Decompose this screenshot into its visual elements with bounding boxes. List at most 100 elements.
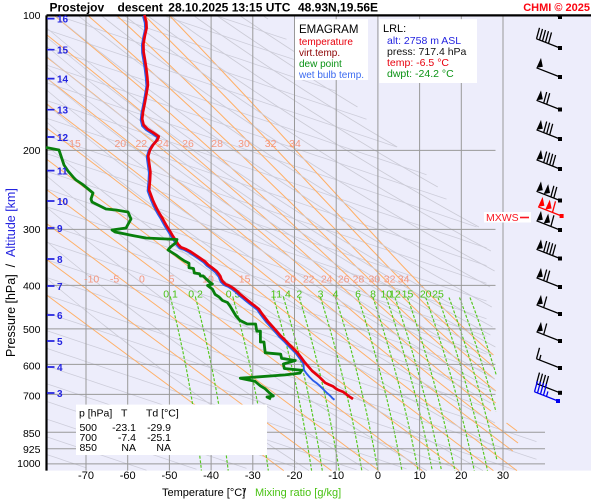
svg-text:26: 26: [182, 138, 194, 150]
svg-text:22: 22: [135, 138, 147, 150]
svg-text:14: 14: [57, 74, 69, 85]
svg-text:temperature: temperature: [299, 37, 353, 48]
svg-text:8: 8: [57, 255, 63, 266]
svg-text:MXWS: MXWS: [486, 212, 519, 224]
svg-text:5: 5: [57, 337, 63, 348]
svg-text:400: 400: [23, 280, 41, 292]
svg-text:500: 500: [79, 422, 97, 434]
svg-text:30: 30: [368, 274, 380, 286]
svg-text:-30: -30: [245, 470, 261, 482]
svg-text:30: 30: [238, 138, 250, 150]
svg-text:CHMI © 2025: CHMI © 2025: [523, 2, 590, 14]
svg-text:p [hPa]: p [hPa]: [79, 408, 112, 420]
svg-text:200: 200: [23, 145, 41, 157]
svg-text:20: 20: [455, 470, 467, 482]
svg-text:3: 3: [57, 389, 63, 400]
svg-text:500: 500: [23, 324, 41, 336]
svg-text:700: 700: [79, 432, 97, 444]
svg-text:15: 15: [69, 138, 81, 150]
svg-text:9: 9: [57, 224, 63, 235]
svg-text:8: 8: [370, 289, 376, 301]
svg-text:850: 850: [79, 442, 97, 454]
svg-text:700: 700: [23, 390, 41, 402]
svg-text:1: 1: [271, 289, 277, 301]
svg-text:/: /: [243, 487, 247, 499]
svg-text:dwpt: -24.2 °C: dwpt: -24.2 °C: [387, 68, 454, 80]
svg-text:925: 925: [23, 444, 41, 456]
svg-text:28.10.2025 13:15 UTC: 28.10.2025 13:15 UTC: [168, 1, 290, 15]
svg-text:-25.1: -25.1: [147, 432, 171, 444]
svg-text:100: 100: [23, 10, 41, 22]
svg-text:Td [°C]: Td [°C]: [146, 408, 179, 420]
svg-text:-29.9: -29.9: [147, 422, 171, 434]
svg-text:10: 10: [380, 289, 392, 301]
svg-text:850: 850: [23, 428, 41, 440]
svg-text:6: 6: [57, 311, 63, 322]
svg-text:descent: descent: [118, 1, 163, 15]
svg-text:22: 22: [303, 274, 315, 286]
svg-text:12: 12: [389, 289, 401, 301]
svg-text:15: 15: [402, 289, 414, 301]
svg-text:28: 28: [353, 274, 365, 286]
svg-text:-40: -40: [203, 470, 219, 482]
svg-text:EMAGRAM: EMAGRAM: [299, 24, 358, 36]
svg-text:10: 10: [413, 470, 425, 482]
svg-text:-50: -50: [161, 470, 177, 482]
svg-text:Temperature [°C]: Temperature [°C]: [162, 487, 245, 499]
svg-text:24: 24: [321, 274, 333, 286]
svg-text:0: 0: [375, 470, 381, 482]
svg-text:-5: -5: [110, 274, 119, 286]
svg-text:4: 4: [333, 289, 339, 301]
svg-text:4: 4: [57, 363, 63, 374]
svg-text:13: 13: [57, 106, 69, 117]
svg-text:Prostejov: Prostejov: [50, 1, 105, 15]
svg-text:NA: NA: [121, 442, 136, 454]
svg-text:600: 600: [23, 360, 41, 372]
svg-text:12: 12: [57, 133, 69, 144]
svg-text:-60: -60: [120, 470, 136, 482]
svg-text:-23.1: -23.1: [112, 422, 136, 434]
svg-text:300: 300: [23, 224, 41, 236]
svg-text:7: 7: [57, 282, 63, 293]
svg-text:20: 20: [284, 274, 296, 286]
svg-text:alt: 2758 m ASL: alt: 2758 m ASL: [387, 35, 461, 47]
svg-text:-10: -10: [328, 470, 344, 482]
svg-text:48.93N,19.56E: 48.93N,19.56E: [298, 1, 378, 15]
svg-text:2: 2: [296, 289, 302, 301]
svg-text:1.4: 1.4: [276, 289, 291, 301]
svg-text:10: 10: [57, 197, 69, 208]
svg-text:-70: -70: [78, 470, 94, 482]
svg-text:6: 6: [355, 289, 361, 301]
svg-text:press: 717.4 hPa: press: 717.4 hPa: [387, 46, 467, 58]
svg-text:34: 34: [398, 274, 410, 286]
svg-text:0.2: 0.2: [188, 289, 203, 301]
svg-text:dew point: dew point: [299, 59, 342, 70]
svg-text:T: T: [121, 408, 128, 420]
svg-text:NA: NA: [156, 442, 171, 454]
svg-text:-20: -20: [287, 470, 303, 482]
svg-text:Mixing ratio [g/kg]: Mixing ratio [g/kg]: [255, 487, 341, 499]
svg-text:1000: 1000: [17, 458, 41, 470]
svg-text:0.1: 0.1: [163, 289, 178, 301]
svg-text:11: 11: [57, 166, 68, 177]
svg-text:3: 3: [318, 289, 324, 301]
svg-text:temp: -6.5 °C: temp: -6.5 °C: [387, 57, 449, 69]
svg-text:5: 5: [169, 274, 175, 286]
svg-text:20: 20: [420, 289, 432, 301]
svg-text:30: 30: [497, 470, 509, 482]
svg-text:-7.4: -7.4: [118, 432, 136, 444]
svg-text:26: 26: [338, 274, 350, 286]
svg-text:wet bulb temp.: wet bulb temp.: [298, 70, 364, 81]
svg-text:15: 15: [57, 46, 69, 57]
svg-text:virt.temp.: virt.temp.: [299, 48, 340, 59]
svg-text:28: 28: [211, 138, 223, 150]
svg-text:20: 20: [114, 138, 126, 150]
svg-text:25: 25: [432, 289, 444, 301]
svg-text:15: 15: [239, 274, 251, 286]
svg-text:34: 34: [289, 138, 301, 150]
svg-text:24: 24: [157, 138, 169, 150]
svg-text:-10: -10: [84, 274, 99, 286]
svg-text:0: 0: [139, 274, 145, 286]
svg-text:LRL:: LRL:: [383, 23, 406, 35]
svg-text:32: 32: [265, 138, 277, 150]
